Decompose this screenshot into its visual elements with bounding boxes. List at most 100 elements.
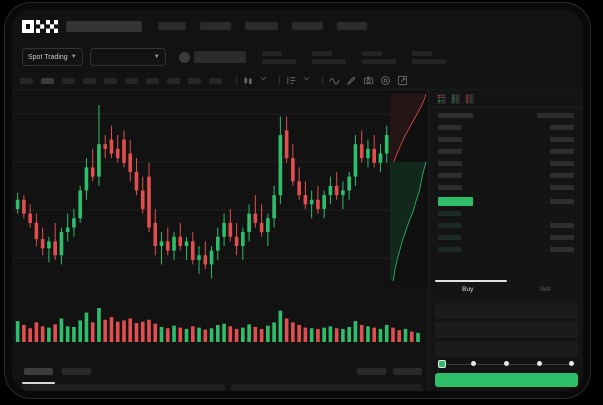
cancel-all-button[interactable] — [393, 368, 422, 375]
order-size — [550, 125, 574, 130]
total-field[interactable] — [435, 341, 578, 357]
timeframe-1d[interactable] — [146, 77, 159, 84]
chevron-down-icon[interactable] — [260, 75, 267, 86]
search-input[interactable] — [66, 20, 142, 32]
tab-sell[interactable]: Sell — [539, 286, 551, 293]
camera-icon[interactable] — [363, 75, 374, 86]
buy-tab-underline — [435, 280, 507, 282]
submit-buy-button[interactable] — [435, 373, 578, 387]
slider-stop-75[interactable] — [537, 361, 542, 366]
toolbar-divider — [322, 76, 323, 85]
stat-24h-high — [311, 50, 346, 64]
timeframe-15m[interactable] — [62, 77, 75, 84]
stat-value — [261, 58, 296, 64]
order-price — [438, 113, 473, 118]
nav-item-markets[interactable] — [200, 22, 231, 30]
timeframe-1mo[interactable] — [188, 77, 201, 84]
chevron-down-icon: ▼ — [70, 54, 77, 60]
orderbook-both-icon[interactable] — [437, 93, 446, 104]
timeframe-1h[interactable] — [104, 77, 117, 84]
timeframe-5m[interactable] — [41, 77, 54, 84]
order-price — [438, 125, 461, 130]
amount-percent-slider[interactable] — [438, 360, 575, 368]
slider-handle[interactable] — [438, 360, 446, 368]
stat-24h-low — [361, 50, 396, 64]
nav-item-trade[interactable] — [158, 22, 186, 30]
tab-active-underline — [22, 382, 55, 384]
top-navigation-bar — [12, 10, 583, 42]
candlestick-chart[interactable] — [12, 90, 428, 295]
toolbar-divider — [236, 76, 237, 85]
price-field[interactable] — [435, 303, 578, 319]
order-size — [550, 137, 574, 142]
timeframe-1w[interactable] — [167, 77, 180, 84]
order-size — [550, 223, 574, 228]
last-price-value — [193, 51, 246, 63]
orderbook-asks-icon[interactable] — [465, 93, 474, 104]
order-size — [550, 161, 574, 166]
timeframe-30m[interactable] — [83, 77, 96, 84]
timeframe-more[interactable] — [209, 77, 222, 84]
stat-value — [411, 58, 446, 64]
order-size — [550, 149, 574, 154]
order-book-view-toggles — [429, 90, 583, 108]
fullscreen-icon[interactable] — [397, 75, 408, 86]
order-size — [550, 185, 574, 190]
orders-panel-content — [12, 384, 428, 391]
stat-label — [411, 50, 432, 56]
candle-type-icon[interactable] — [243, 75, 254, 86]
chevron-down-icon: ▼ — [153, 54, 160, 60]
positions-empty-box[interactable] — [231, 384, 423, 391]
volume-chart — [15, 308, 420, 342]
stat-24h-volume — [411, 50, 446, 64]
tab-order-history[interactable] — [62, 368, 91, 375]
settings-icon[interactable] — [380, 75, 391, 86]
stat-value — [361, 58, 396, 64]
order-price — [438, 235, 461, 240]
toolbar-divider — [279, 76, 280, 85]
nav-item-more[interactable] — [292, 22, 323, 30]
trading-pair-selector[interactable]: ▼ — [89, 48, 166, 66]
orderbook-bids-icon[interactable] — [451, 93, 460, 104]
app-screen: Spot Trading ▼ ▼ — [12, 10, 583, 391]
order-price — [438, 185, 462, 190]
stat-label — [261, 50, 282, 56]
hide-other-pairs-toggle[interactable] — [357, 368, 386, 375]
depth-chart-overlay — [390, 90, 428, 285]
indicators-icon[interactable] — [286, 75, 297, 86]
ticker-bar: Spot Trading ▼ ▼ — [12, 42, 583, 72]
slider-stop-50[interactable] — [504, 361, 509, 366]
stat-value — [311, 58, 346, 64]
slider-stop-25[interactable] — [471, 361, 476, 366]
stat-24h-change — [261, 50, 296, 64]
timeframe-1m[interactable] — [20, 77, 33, 84]
tab-buy[interactable]: Buy — [462, 286, 474, 293]
amount-field[interactable] — [435, 322, 578, 338]
okx-logo[interactable] — [22, 19, 58, 33]
nav-item-assets[interactable] — [337, 22, 367, 30]
line-chart-icon[interactable] — [329, 75, 340, 86]
order-price — [438, 223, 461, 228]
order-price — [438, 161, 462, 166]
timeframe-4h[interactable] — [125, 77, 138, 84]
slider-stop-100[interactable] — [569, 361, 574, 366]
order-size — [550, 173, 574, 178]
order-size — [537, 113, 574, 118]
chevron-down-icon[interactable] — [303, 75, 310, 86]
market-type-selector[interactable]: Spot Trading ▼ — [22, 48, 83, 66]
last-price-size — [550, 199, 574, 204]
price-chart-pane[interactable] — [12, 90, 428, 360]
order-price — [438, 149, 462, 154]
market-type-label: Spot Trading — [28, 53, 68, 61]
nav-item-earn[interactable] — [245, 22, 278, 30]
order-price — [438, 137, 462, 142]
order-price — [438, 247, 461, 252]
order-form-panel: Buy Sell — [428, 280, 583, 391]
candle-layer — [15, 104, 420, 279]
tab-open-orders[interactable] — [24, 368, 53, 375]
stat-label — [361, 50, 382, 56]
open-orders-empty-box[interactable] — [22, 384, 225, 391]
order-size — [550, 235, 574, 240]
drawing-tools-icon[interactable] — [346, 75, 357, 86]
